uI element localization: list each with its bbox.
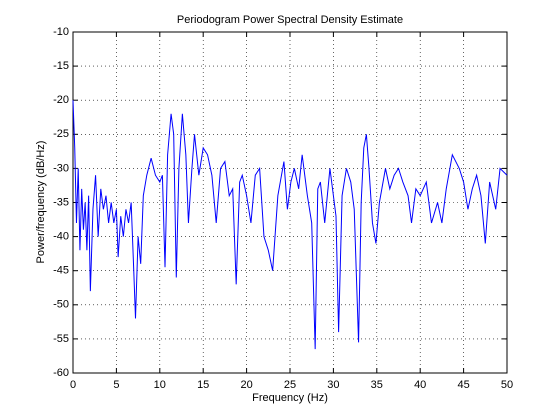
plot-frame xyxy=(72,31,508,374)
y-tick-label: -20 xyxy=(53,94,69,106)
x-tick-label: 45 xyxy=(457,379,469,391)
y-tick-label: -30 xyxy=(53,162,69,174)
y-tick-label: -15 xyxy=(53,60,69,72)
y-tick-label: -55 xyxy=(53,333,69,345)
y-tick-label: -45 xyxy=(53,265,69,277)
x-tick-label: 30 xyxy=(327,379,339,391)
y-tick-label: -35 xyxy=(53,196,69,208)
x-tick-label: 0 xyxy=(70,379,76,391)
y-tick-label: -50 xyxy=(53,299,69,311)
x-tick-label: 10 xyxy=(154,379,166,391)
x-tick-label: 50 xyxy=(501,379,513,391)
chart-title: Periodogram Power Spectral Density Estim… xyxy=(177,14,403,26)
y-tick-label: -40 xyxy=(53,231,69,243)
x-axis-label: Frequency (Hz) xyxy=(252,392,328,404)
x-tick-label: 20 xyxy=(240,379,252,391)
x-tick-label: 5 xyxy=(113,379,119,391)
y-tick-label: -60 xyxy=(53,367,69,379)
y-tick-label: -10 xyxy=(53,26,69,38)
x-tick-label: 35 xyxy=(371,379,383,391)
x-tick-label: 15 xyxy=(197,379,209,391)
x-tick-label: 40 xyxy=(414,379,426,391)
y-tick-label: -25 xyxy=(53,128,69,140)
x-tick-label: 25 xyxy=(284,379,296,391)
data-line xyxy=(72,100,508,350)
y-axis-label: Power/frequency (dB/Hz) xyxy=(35,141,47,264)
